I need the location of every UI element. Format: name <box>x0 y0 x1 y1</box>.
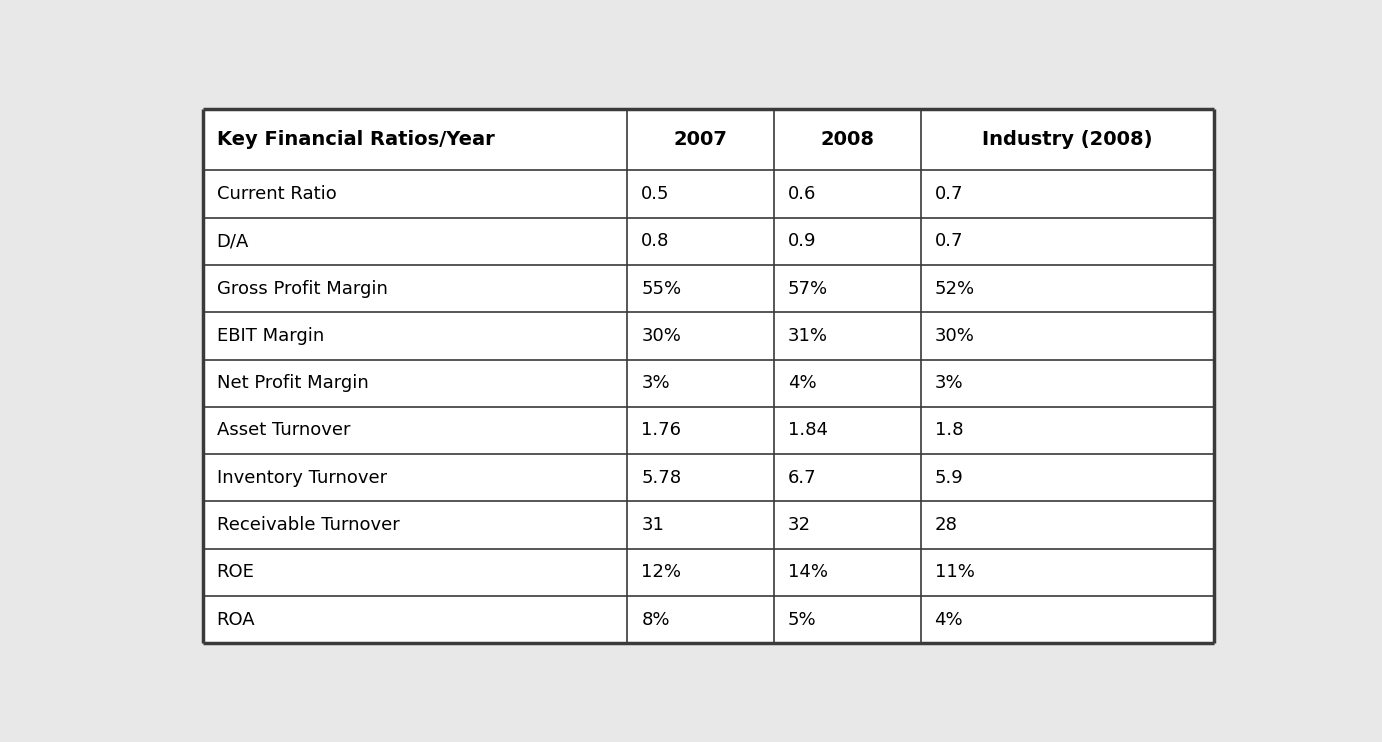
Text: 4%: 4% <box>788 374 817 393</box>
Text: ROA: ROA <box>217 611 256 628</box>
Text: 1.84: 1.84 <box>788 421 828 439</box>
Text: Industry (2008): Industry (2008) <box>983 131 1153 149</box>
Text: 0.9: 0.9 <box>788 232 817 250</box>
Text: 30%: 30% <box>641 327 681 345</box>
Text: 0.7: 0.7 <box>934 185 963 203</box>
Text: 6.7: 6.7 <box>788 469 817 487</box>
Text: 2008: 2008 <box>821 131 875 149</box>
Text: 3%: 3% <box>641 374 670 393</box>
Text: 5.9: 5.9 <box>934 469 963 487</box>
Text: 12%: 12% <box>641 563 681 581</box>
Text: 3%: 3% <box>934 374 963 393</box>
Text: 28: 28 <box>934 516 958 534</box>
Text: Key Financial Ratios/Year: Key Financial Ratios/Year <box>217 131 495 149</box>
Text: 4%: 4% <box>934 611 963 628</box>
Text: 0.8: 0.8 <box>641 232 670 250</box>
Text: 1.8: 1.8 <box>934 421 963 439</box>
Text: ROE: ROE <box>217 563 254 581</box>
Text: 55%: 55% <box>641 280 681 298</box>
Text: 0.7: 0.7 <box>934 232 963 250</box>
Text: D/A: D/A <box>217 232 249 250</box>
Text: Inventory Turnover: Inventory Turnover <box>217 469 387 487</box>
Text: 57%: 57% <box>788 280 828 298</box>
Text: 14%: 14% <box>788 563 828 581</box>
Text: 32: 32 <box>788 516 811 534</box>
Text: 30%: 30% <box>934 327 974 345</box>
Text: 2007: 2007 <box>674 131 728 149</box>
Text: Receivable Turnover: Receivable Turnover <box>217 516 399 534</box>
Text: Current Ratio: Current Ratio <box>217 185 336 203</box>
Text: 5%: 5% <box>788 611 817 628</box>
Text: 0.5: 0.5 <box>641 185 670 203</box>
Text: EBIT Margin: EBIT Margin <box>217 327 323 345</box>
Text: 31%: 31% <box>788 327 828 345</box>
Text: 11%: 11% <box>934 563 974 581</box>
Text: 31: 31 <box>641 516 665 534</box>
Text: 0.6: 0.6 <box>788 185 817 203</box>
Text: Asset Turnover: Asset Turnover <box>217 421 350 439</box>
Text: 5.78: 5.78 <box>641 469 681 487</box>
Text: 52%: 52% <box>934 280 974 298</box>
Text: Net Profit Margin: Net Profit Margin <box>217 374 369 393</box>
Text: Gross Profit Margin: Gross Profit Margin <box>217 280 387 298</box>
Text: 1.76: 1.76 <box>641 421 681 439</box>
Text: 8%: 8% <box>641 611 670 628</box>
